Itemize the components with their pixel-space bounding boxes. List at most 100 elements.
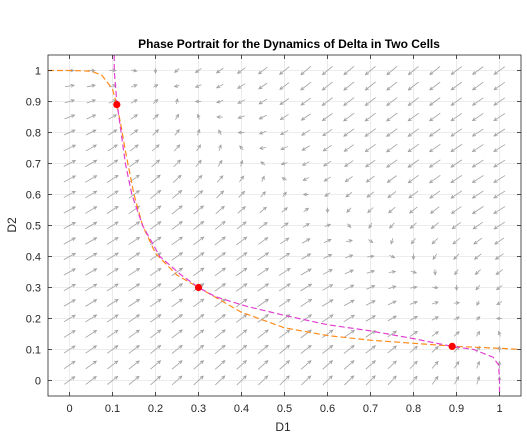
x-tick-label: 0.2 (148, 403, 163, 415)
vector-arrow (214, 267, 227, 277)
vector-arrow (237, 83, 246, 89)
vector-arrow (386, 175, 397, 183)
vector-arrow (192, 267, 205, 277)
vector-arrow (387, 300, 397, 306)
vector-arrow (236, 360, 248, 370)
vector-arrow (85, 345, 98, 354)
vector-arrow (388, 206, 396, 214)
vector-arrow (64, 83, 75, 88)
vector-arrow (450, 97, 463, 106)
vector-arrow (128, 267, 141, 276)
vector-arrow (495, 269, 504, 275)
vector-arrow (323, 254, 333, 259)
vector-arrow (407, 159, 420, 168)
vector-arrow (193, 375, 204, 386)
vector-arrow (128, 345, 140, 354)
vector-arrow (476, 330, 481, 337)
vector-arrow (303, 207, 310, 213)
vector-arrow (493, 190, 506, 199)
vector-arrow (493, 113, 506, 122)
vector-arrow (365, 360, 376, 370)
vector-arrow (388, 285, 397, 290)
vector-arrow (300, 66, 312, 76)
vector-arrow (346, 223, 352, 228)
vector-arrow (323, 160, 332, 167)
vector-arrow (214, 283, 227, 292)
vector-arrow (128, 190, 141, 199)
nullcline-curves (48, 55, 522, 396)
vector-arrow (85, 283, 98, 292)
vector-arrow (129, 159, 140, 168)
vector-arrow (493, 159, 506, 168)
vector-arrow (451, 222, 461, 230)
vector-arrow (367, 254, 375, 259)
vector-arrow (237, 130, 245, 135)
vector-arrow (128, 329, 141, 339)
vector-arrow (431, 237, 439, 245)
vector-arrow (150, 344, 162, 354)
vector-arrow (385, 143, 398, 153)
vector-arrow (85, 175, 98, 183)
vector-arrow (476, 300, 480, 307)
vector-arrow (300, 360, 312, 370)
vector-arrow (301, 129, 311, 136)
vector-arrow (107, 159, 119, 168)
vector-arrow (236, 67, 246, 74)
vector-arrow (130, 99, 138, 104)
vector-arrow (63, 190, 77, 198)
vector-arrow (150, 174, 161, 184)
vector-arrow (429, 81, 441, 91)
vector-arrow (216, 115, 223, 119)
vector-arrow (128, 283, 141, 292)
vector-arrow (407, 97, 419, 106)
vector-arrow (428, 143, 441, 153)
vector-arrow (409, 316, 419, 321)
y-tick-label: 0.6 (26, 190, 41, 202)
vector-arrow (258, 82, 268, 90)
vector-arrow (236, 221, 247, 230)
vector-arrow (151, 144, 160, 152)
vector-arrow (85, 376, 97, 385)
vector-arrow (343, 66, 355, 76)
vector-arrow (258, 221, 268, 229)
vector-arrow (128, 221, 141, 230)
vector-arrow (107, 360, 119, 370)
vector-arrow (471, 206, 484, 215)
vector-arrow (174, 68, 180, 73)
vector-arrow (257, 252, 270, 261)
vector-arrow (279, 98, 290, 106)
vector-arrow (171, 360, 183, 370)
vector-arrow (63, 175, 77, 183)
vector-arrow (493, 97, 506, 106)
vector-arrow (365, 375, 376, 386)
y-tick-label: 0.8 (26, 128, 41, 140)
vector-arrow (259, 206, 267, 214)
x-axis-label: D1 (275, 420, 291, 434)
vector-arrow (280, 161, 288, 166)
y-tick-label: 0.2 (26, 314, 41, 326)
vector-arrow (454, 284, 459, 292)
vector-arrow (386, 128, 398, 137)
vector-arrow (343, 344, 355, 354)
vector-arrow (409, 375, 418, 385)
vector-arrow (300, 283, 313, 292)
vector-arrow (106, 252, 119, 261)
vector-arrow (324, 223, 332, 228)
vector-arrow (300, 113, 311, 121)
vector-arrow (281, 177, 287, 181)
vector-arrow (407, 128, 420, 137)
vector-arrow (149, 283, 162, 292)
chart-title: Phase Portrait for the Dynamics of Delta… (138, 37, 440, 51)
y-tick-label: 0.3 (26, 283, 41, 295)
vector-arrow (301, 375, 312, 386)
x-tick-label: 0.5 (277, 403, 292, 415)
vector-arrow (367, 207, 374, 214)
vector-arrow (171, 220, 183, 230)
vector-arrow (85, 329, 98, 338)
vector-arrow (235, 267, 248, 277)
vector-arrow (259, 146, 267, 150)
vector-arrow (173, 159, 181, 168)
vector-arrow (171, 375, 183, 386)
vector-arrow (428, 128, 441, 137)
vector-arrow (130, 129, 139, 136)
